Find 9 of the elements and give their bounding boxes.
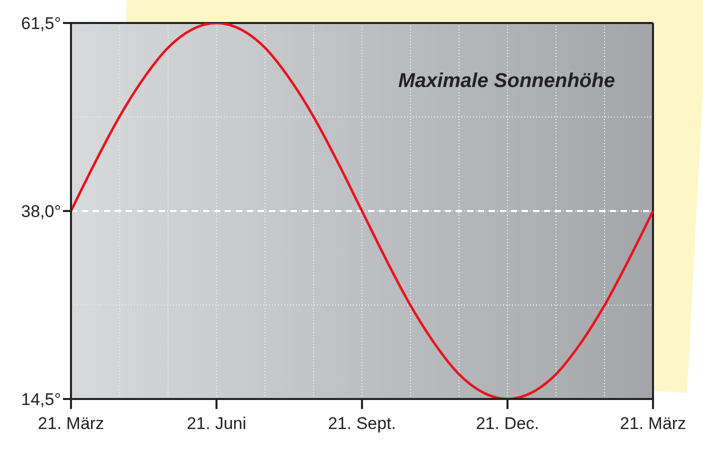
y-tick-label: 61,5° [21, 14, 61, 33]
x-tick-label: 21. Juni [186, 414, 246, 433]
annotation: Maximale Sonnenhöhe [398, 70, 615, 93]
y-tick-label: 38,0° [21, 202, 61, 221]
y-tick-label: 14,5° [21, 390, 61, 409]
x-tick-label: 21. März [38, 414, 104, 433]
x-tick-label: 21. März [620, 414, 686, 433]
x-tick-label: 21. Dec. [476, 414, 540, 433]
x-tick-label: 21. Sept. [328, 414, 396, 433]
